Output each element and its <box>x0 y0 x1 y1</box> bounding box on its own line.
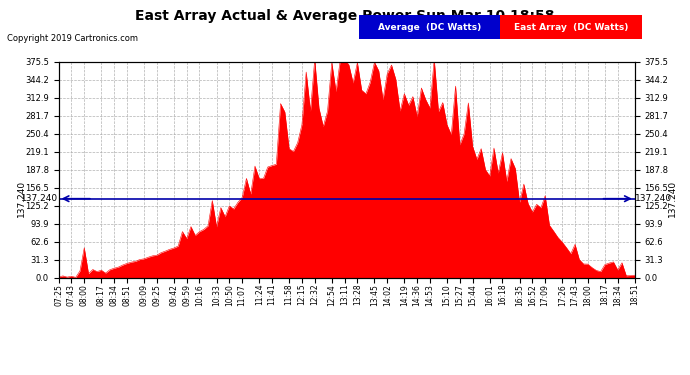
Text: 137.240: 137.240 <box>17 180 26 217</box>
Text: 137.240: 137.240 <box>21 194 58 203</box>
Text: East Array Actual & Average Power Sun Mar 10 18:58: East Array Actual & Average Power Sun Ma… <box>135 9 555 23</box>
Text: Copyright 2019 Cartronics.com: Copyright 2019 Cartronics.com <box>7 34 138 43</box>
Text: Average  (DC Watts): Average (DC Watts) <box>378 22 481 32</box>
Text: East Array  (DC Watts): East Array (DC Watts) <box>514 22 628 32</box>
Text: 137.240: 137.240 <box>668 180 677 217</box>
Text: 137.240: 137.240 <box>635 194 673 203</box>
